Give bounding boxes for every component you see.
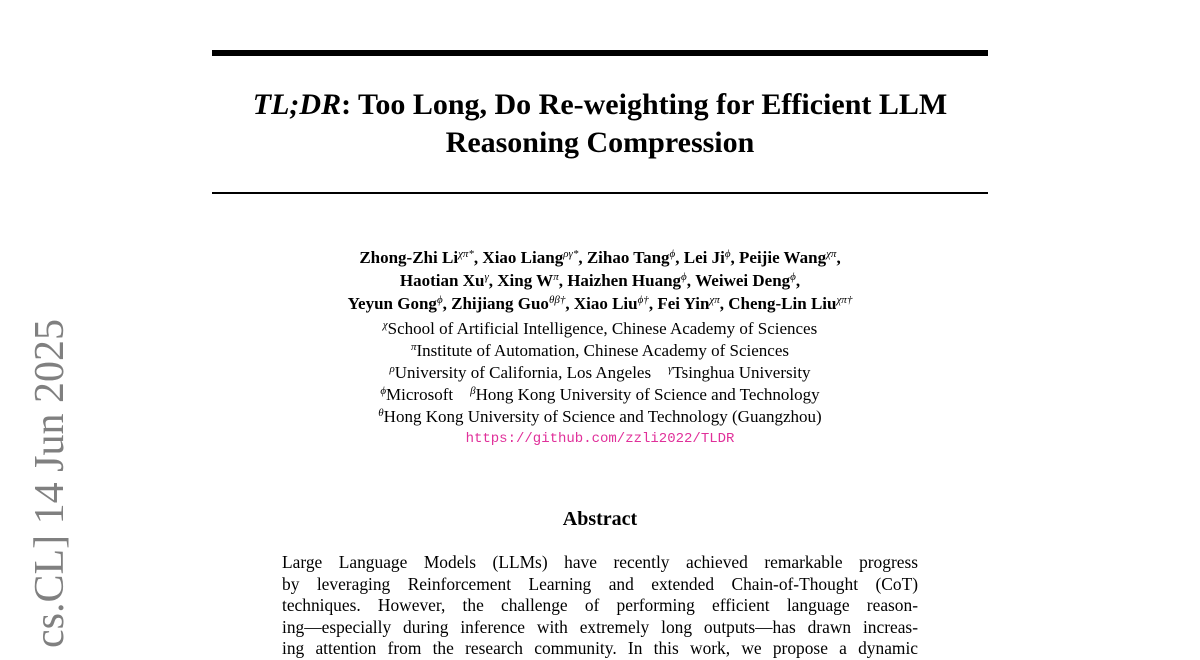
author: Zhong-Zhi Liχπ* xyxy=(359,248,474,267)
affiliation-name: Hong Kong University of Science and Tech… xyxy=(475,385,820,404)
author-name: Xing W xyxy=(497,271,554,290)
author-affil-marks: θβ† xyxy=(548,293,566,306)
author: Xiao Liangργ* xyxy=(482,248,578,267)
bottom-rule xyxy=(212,192,988,194)
author-affil-marks: γ xyxy=(484,270,489,283)
affiliation-line: ϕMicrosoft βHong Kong University of Scie… xyxy=(212,384,988,406)
affiliation-name: Hong Kong University of Science and Tech… xyxy=(383,407,822,426)
abstract-body: Large Language Models (LLMs) have recent… xyxy=(282,552,918,660)
affiliation-line: χSchool of Artificial Intelligence, Chin… xyxy=(212,318,988,340)
affiliation-mark: π xyxy=(410,340,417,353)
author-name: Yeyun Gong xyxy=(347,294,437,313)
affiliation-name: Tsinghua University xyxy=(672,363,811,382)
author-name: Haizhen Huang xyxy=(567,271,682,290)
affiliation-mark: β xyxy=(470,384,476,397)
affiliation-name: Microsoft xyxy=(386,385,454,404)
author-affil-marks: χπ xyxy=(709,293,720,306)
author-affil-marks: χπ* xyxy=(458,247,474,260)
title-italic: TL;DR xyxy=(252,88,342,121)
author-name: Xiao Liu xyxy=(573,294,638,313)
author-name: Weiwei Deng xyxy=(695,271,791,290)
author-affil-marks: ϕ xyxy=(669,247,676,260)
author-affil-marks: ϕ xyxy=(790,270,796,283)
affiliation-mark: ρ xyxy=(389,362,395,375)
author: Zhijiang Guoθβ† xyxy=(451,294,565,313)
abstract-line: ing attention from the research communit… xyxy=(282,638,918,659)
author: Cheng-Lin Liuχπ† xyxy=(728,294,852,313)
title-line1: : Too Long, Do Re-weighting for Efficien… xyxy=(341,88,948,121)
author: Haotian Xuγ xyxy=(400,271,489,290)
author-affil-marks: χπ† xyxy=(836,293,853,306)
affiliation-name: Institute of Automation, Chinese Academy… xyxy=(416,341,790,360)
author: Haizhen Huangϕ xyxy=(567,271,687,290)
author-line: Haotian Xuγ, Xing Wπ, Haizhen Huangϕ, We… xyxy=(399,270,801,290)
affiliation-name: University of California, Los Angeles xyxy=(394,363,652,382)
author: Weiwei Dengϕ xyxy=(695,271,796,290)
author: Xing Wπ xyxy=(497,271,558,290)
affiliation-mark: θ xyxy=(378,406,384,419)
affiliation-line: θHong Kong University of Science and Tec… xyxy=(212,406,988,428)
author-name: Fei Yin xyxy=(657,294,710,313)
abstract-line: Large Language Models (LLMs) have recent… xyxy=(282,552,918,572)
author-affil-marks: π xyxy=(553,270,559,283)
author-affil-marks: ϕ xyxy=(436,293,443,306)
author-name: Cheng-Lin Liu xyxy=(728,294,837,313)
author: Zihao Tangϕ xyxy=(587,248,675,267)
author-name: Haotian Xu xyxy=(399,271,485,290)
affiliation-line: πInstitute of Automation, Chinese Academ… xyxy=(212,340,988,362)
affiliation-mark: χ xyxy=(382,318,388,331)
affiliation-list: χSchool of Artificial Intelligence, Chin… xyxy=(212,318,988,428)
author-name: Zihao Tang xyxy=(586,248,670,267)
author-name: Peijie Wang xyxy=(739,248,827,267)
author-affil-marks: ϕ† xyxy=(637,293,649,306)
github-link[interactable]: https://github.com/zzli2022/TLDR xyxy=(465,431,735,447)
author-list: Zhong-Zhi Liχπ*, Xiao Liangργ*, Zihao Ta… xyxy=(212,246,988,315)
author: Lei Jiϕ xyxy=(684,248,731,267)
title-line2: Reasoning Compression xyxy=(445,126,755,159)
author: Fei Yinχπ xyxy=(657,294,719,313)
paper-title: TL;DR: Too Long, Do Re-weighting for Eff… xyxy=(212,86,988,162)
abstract-line: techniques. However, the challenge of pe… xyxy=(282,595,918,616)
author: Xiao Liuϕ† xyxy=(574,294,649,313)
affiliation-name: School of Artificial Intelligence, Chine… xyxy=(387,319,818,338)
affiliation-line: ρUniversity of California, Los Angeles γ… xyxy=(212,362,988,384)
author-name: Lei Ji xyxy=(683,248,725,267)
author-affil-marks: χπ xyxy=(826,247,837,260)
author-name: Zhong-Zhi Li xyxy=(359,248,459,267)
author: Peijie Wangχπ xyxy=(739,248,836,267)
affiliations: χSchool of Artificial Intelligence, Chin… xyxy=(212,318,988,450)
affiliation-mark: ϕ xyxy=(380,384,387,397)
abstract-line: ing—especially during inference with ext… xyxy=(282,616,918,637)
author-affil-marks: ργ* xyxy=(563,247,579,260)
author-name: Xiao Liang xyxy=(482,248,564,267)
author-affil-marks: ϕ xyxy=(724,247,731,260)
author-line: Yeyun Gongϕ, Zhijiang Guoθβ†, Xiao Liuϕ†… xyxy=(347,293,853,313)
abstract-line: by leveraging Reinforcement Learning and… xyxy=(282,573,918,594)
abstract-heading: Abstract xyxy=(562,508,638,530)
top-rule xyxy=(212,50,988,56)
author-line: Zhong-Zhi Liχπ*, Xiao Liangργ*, Zihao Ta… xyxy=(359,247,841,267)
affiliation-mark: γ xyxy=(668,362,673,375)
arxiv-stamp: cs.CL] 14 Jun 2025 xyxy=(27,319,73,648)
author-name: Zhijiang Guo xyxy=(451,294,549,313)
author: Yeyun Gongϕ xyxy=(348,294,443,313)
author-affil-marks: ϕ xyxy=(681,270,687,283)
